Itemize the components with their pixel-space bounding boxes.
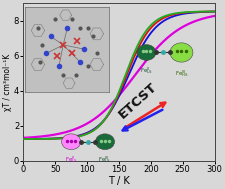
Text: ETCST: ETCST [116, 81, 159, 122]
Ellipse shape [169, 43, 192, 62]
Ellipse shape [61, 134, 80, 150]
Text: $\mathregular{Fe^{III}_{LS}}$: $\mathregular{Fe^{III}_{LS}}$ [98, 154, 111, 165]
Text: $\mathregular{Fe^{II}_{LS}}$: $\mathregular{Fe^{II}_{LS}}$ [64, 154, 77, 165]
Ellipse shape [95, 134, 114, 150]
X-axis label: T / K: T / K [108, 176, 129, 186]
Text: $\mathregular{Fe^{II}_{LS}}$: $\mathregular{Fe^{II}_{LS}}$ [139, 65, 152, 76]
Text: $\mathregular{Fe^{III}_{HS}}$: $\mathregular{Fe^{III}_{HS}}$ [174, 68, 187, 79]
Ellipse shape [136, 45, 155, 60]
Y-axis label: χT / cm³mol⁻¹K: χT / cm³mol⁻¹K [3, 54, 12, 111]
